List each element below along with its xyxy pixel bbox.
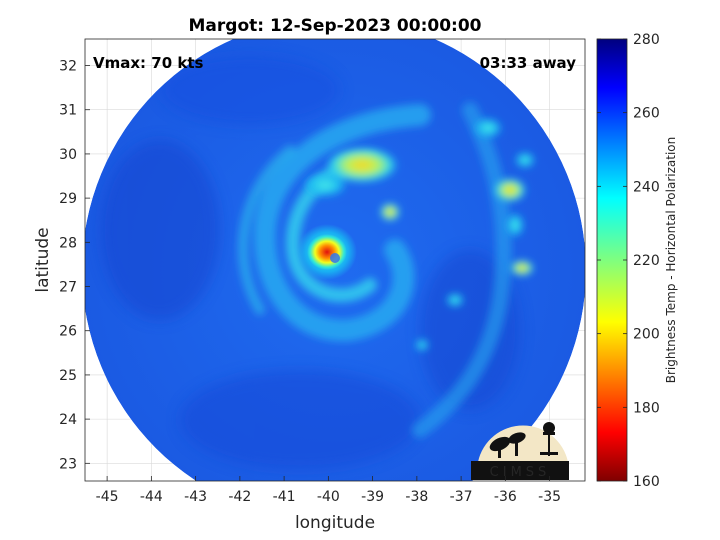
cell-southeast	[446, 293, 464, 307]
y-tick-label: 26	[59, 324, 77, 340]
eye	[330, 253, 340, 263]
y-tick-label: 29	[59, 191, 77, 207]
colorbar: 160 180 200 220 240 260 280 Brightness Temp - …	[596, 32, 678, 490]
cell-east-4	[474, 118, 502, 138]
cell-east-5	[515, 152, 535, 168]
x-tick-label: -35	[538, 489, 561, 505]
cell-east-3	[510, 260, 534, 276]
x-tick-label: -39	[361, 489, 384, 505]
colorbar-ticks: 160 180 200 220 240 260 280	[597, 32, 660, 490]
y-tick-label: 27	[59, 280, 77, 296]
colorbar-tick-label: 160	[633, 474, 660, 490]
cell-north-band-2	[303, 173, 347, 197]
y-tick-label: 31	[59, 103, 77, 119]
x-tick-label: -42	[228, 489, 251, 505]
colorbar-label: Brightness Temp - Horizontal Polarizatio…	[664, 137, 678, 384]
y-tick-label: 28	[59, 235, 77, 251]
y-tick-label: 32	[59, 59, 77, 75]
x-tick-label: -44	[140, 489, 163, 505]
eyewall	[297, 224, 357, 280]
chart-title: Margot: 12-Sep-2023 00:00:00	[189, 16, 482, 36]
dark-patch-west	[100, 140, 220, 320]
x-tick-label: -43	[184, 489, 207, 505]
logo-satellite-dishes	[489, 422, 558, 458]
x-axis-ticks: -45 -44 -43 -42 -41 -40 -39 -38 -37 -36 -35	[96, 476, 561, 505]
y-tick-label: 25	[59, 368, 77, 384]
time-offset-annotation: 03:33 away	[480, 54, 577, 72]
satellite-swath	[85, 39, 585, 481]
cimss-logo: CIMSS	[471, 422, 569, 480]
logo-banner	[471, 461, 569, 480]
rainband-western-arc	[238, 145, 295, 315]
colorbar-tick-label: 260	[633, 106, 660, 122]
cell-east-6	[506, 213, 524, 237]
colorbar-gradient	[597, 39, 627, 481]
logo-text: CIMSS	[490, 465, 551, 480]
rainband-eastern	[412, 102, 512, 438]
colorbar-tick-label: 220	[633, 253, 660, 269]
vmax-annotation: Vmax: 70 kts	[93, 54, 203, 72]
y-axis-label: latitude	[33, 227, 53, 292]
x-tick-label: -36	[494, 489, 517, 505]
axes-frame	[84, 38, 586, 482]
dark-patch-north	[160, 55, 340, 125]
y-tick-label: 30	[59, 147, 77, 163]
eyewall-core	[307, 234, 347, 270]
rainband-outer	[253, 104, 431, 342]
colorbar-tick-label: 200	[633, 327, 660, 343]
x-axis-label: longitude	[295, 513, 375, 533]
cell-east-1	[380, 203, 400, 221]
plot-area: Vmax: 70 kts 03:33 away CIMSS -45 -44 -43-…	[59, 38, 586, 505]
x-tick-label: -41	[273, 489, 296, 505]
x-tick-label: -45	[96, 489, 119, 505]
x-tick-label: -40	[317, 489, 340, 505]
cell-south	[415, 339, 429, 351]
colorbar-tick-label: 280	[633, 32, 660, 48]
cell-east-2	[494, 178, 526, 202]
cell-north-band	[326, 147, 398, 183]
colorbar-tick-label: 180	[633, 400, 660, 416]
x-tick-label: -38	[405, 489, 428, 505]
colorbar-tick-label: 240	[633, 179, 660, 195]
y-tick-label: 23	[59, 456, 77, 472]
x-tick-label: -37	[450, 489, 473, 505]
y-tick-label: 24	[59, 412, 77, 428]
y-axis-ticks: 23 24 25 26 27 28 29 30 31 32	[59, 59, 90, 472]
dark-patch-south	[180, 370, 420, 470]
